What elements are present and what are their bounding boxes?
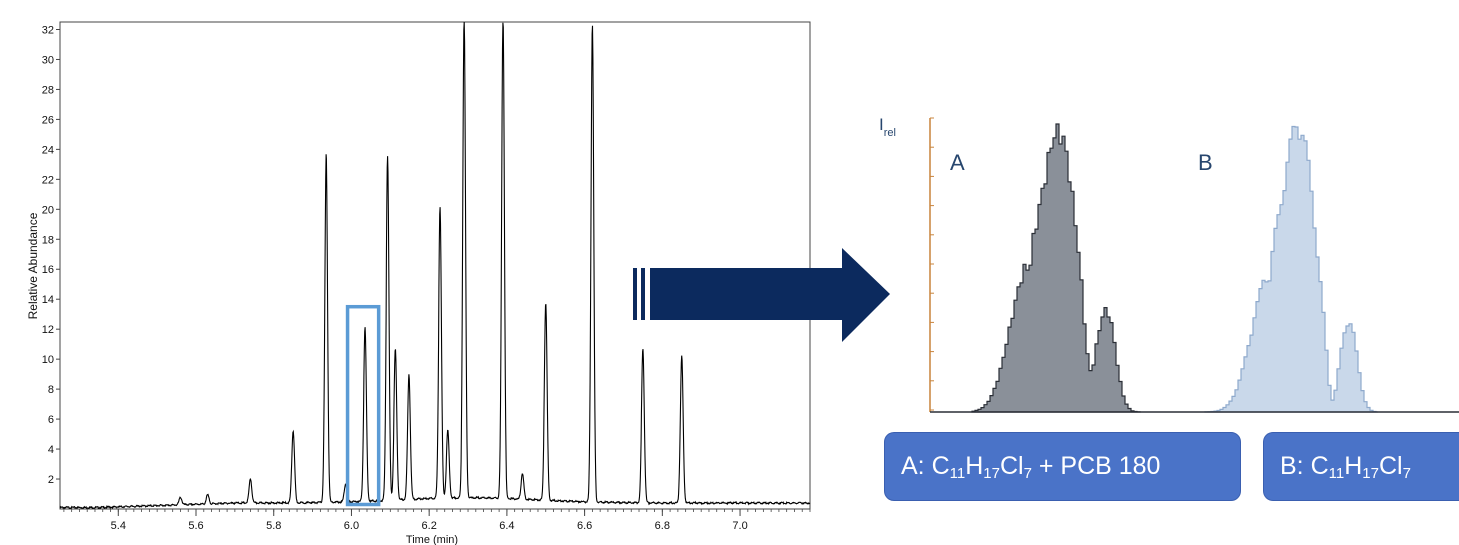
peak-b-area bbox=[1204, 125, 1379, 413]
y-tick-label: 30 bbox=[42, 54, 54, 66]
y-tick-label: 16 bbox=[42, 264, 54, 276]
x-tick-label: 6.2 bbox=[422, 520, 437, 532]
zoom-peak-chart: Irel A B bbox=[879, 115, 1459, 413]
y-tick-label: 4 bbox=[48, 444, 54, 456]
y-tick-label: 24 bbox=[42, 144, 54, 156]
chromatogram-minor-ticks bbox=[63, 509, 811, 512]
y-tick-label: 26 bbox=[42, 114, 54, 126]
y-tick-label: 8 bbox=[48, 384, 54, 396]
label-a-text: A: C11H17Cl7 + PCB 180 bbox=[901, 452, 1161, 482]
label-b-text: B: C11H17Cl7 bbox=[1280, 452, 1411, 482]
y-tick-label: 10 bbox=[42, 354, 54, 366]
y-tick-label: 32 bbox=[42, 24, 54, 36]
peak-a-area bbox=[971, 123, 1141, 413]
x-tick-label: 6.6 bbox=[577, 520, 592, 532]
arrow-body bbox=[650, 248, 890, 342]
y-axis-label: Relative Abundance bbox=[26, 212, 40, 319]
y-tick-label: 12 bbox=[42, 324, 54, 336]
label-box-a: A: C11H17Cl7 + PCB 180 bbox=[884, 432, 1241, 501]
x-tick-label: 5.6 bbox=[188, 520, 203, 532]
peak-b-letter: B bbox=[1198, 150, 1213, 175]
y-tick-label: 18 bbox=[42, 234, 54, 246]
y-tick-label: 20 bbox=[42, 204, 54, 216]
chromatogram-plot-frame bbox=[59, 21, 811, 510]
x-tick-label: 6.4 bbox=[499, 520, 514, 532]
zoom-y-ticks bbox=[930, 117, 934, 411]
zoom-y-axis-label: Irel bbox=[879, 115, 896, 139]
y-tick-label: 28 bbox=[42, 84, 54, 96]
chromatogram-x-ticks: 5.4 5.6 5.8 6.0 6.2 6.4 6.6 6.8 7.0 bbox=[111, 509, 748, 532]
x-tick-label: 7.0 bbox=[732, 520, 747, 532]
y-tick-label: 22 bbox=[42, 174, 54, 186]
y-tick-label: 2 bbox=[48, 474, 54, 486]
x-tick-label: 5.8 bbox=[266, 520, 281, 532]
x-axis-label: Time (min) bbox=[406, 534, 458, 545]
y-tick-label: 14 bbox=[42, 294, 54, 306]
x-tick-label: 5.4 bbox=[111, 520, 126, 532]
right-arrow bbox=[633, 248, 890, 342]
x-tick-label: 6.0 bbox=[344, 520, 359, 532]
highlight-box bbox=[345, 304, 381, 507]
label-box-b: B: C11H17Cl7 bbox=[1263, 432, 1459, 501]
y-tick-label: 6 bbox=[48, 414, 54, 426]
chromatogram-trace bbox=[59, 21, 811, 510]
peak-a-letter: A bbox=[950, 150, 965, 175]
arrow-stripe bbox=[641, 268, 645, 320]
x-tick-label: 6.8 bbox=[655, 520, 670, 532]
arrow-stripe bbox=[633, 268, 637, 320]
